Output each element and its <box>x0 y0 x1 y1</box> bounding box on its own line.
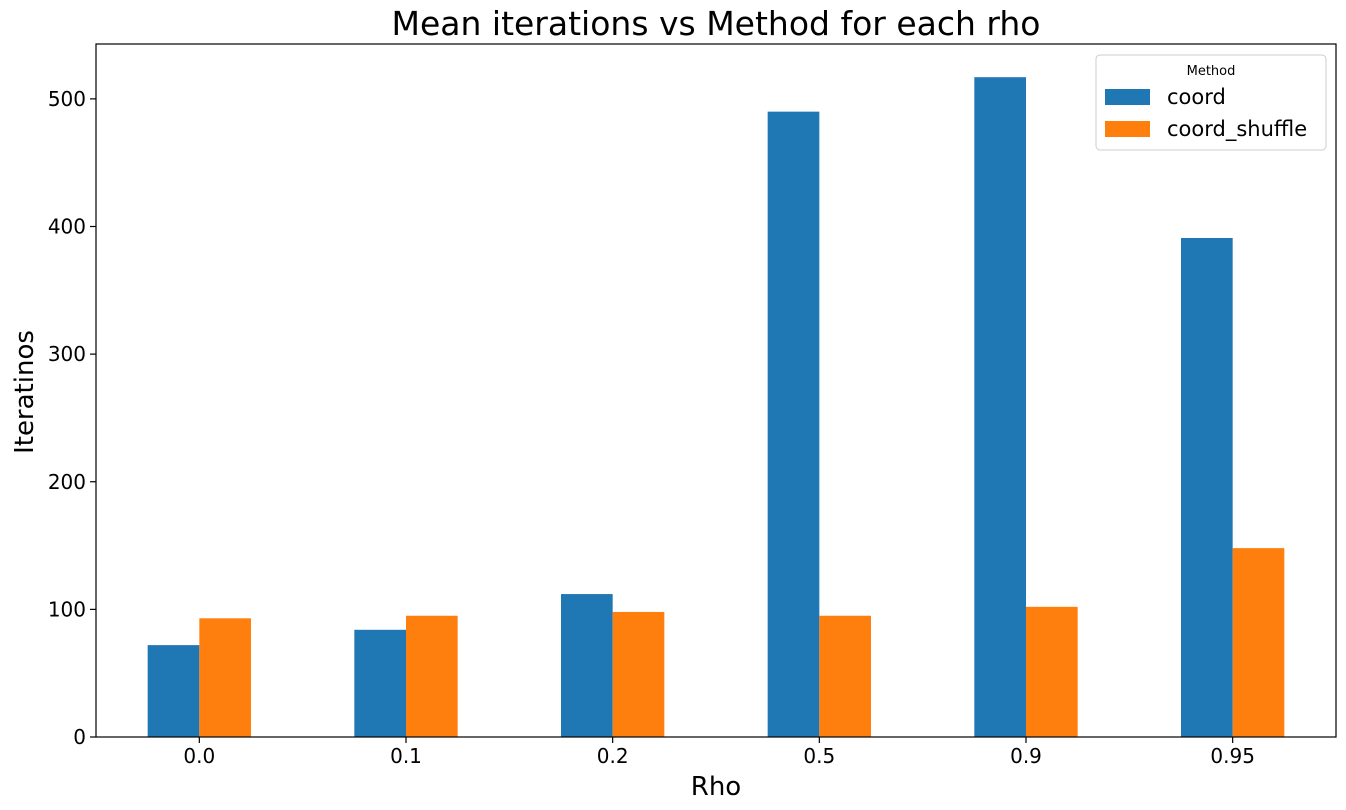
bar-coord-shuffle-0-95 <box>1232 548 1285 737</box>
x-tick-label: 0.2 <box>597 744 629 768</box>
y-axis-ticks: 0 100 200 300 400 500 <box>48 87 96 749</box>
bar-coord-shuffle-0-1 <box>406 615 458 737</box>
y-tick-label: 500 <box>48 87 86 111</box>
bar-coord-0-0 <box>147 645 200 737</box>
x-tick-label: 0.0 <box>183 744 215 768</box>
legend-swatch-coord <box>1105 89 1150 105</box>
y-tick-label: 200 <box>48 470 86 494</box>
y-tick-label: 300 <box>48 342 86 366</box>
x-axis-ticks: 0.0 0.1 0.2 0.5 0.9 0.95 <box>183 737 1255 768</box>
legend-label-coord-shuffle: coord_shuffle <box>1167 117 1307 142</box>
y-tick-label: 0 <box>73 725 86 749</box>
plot-frame <box>95 43 1337 738</box>
x-tick-label: 0.1 <box>390 744 422 768</box>
x-tick-label: 0.95 <box>1210 744 1255 768</box>
bar-coord-0-2 <box>561 594 613 737</box>
bar-coord-shuffle-0-0 <box>199 618 251 737</box>
legend-box <box>1095 54 1327 151</box>
bar-coord-0-5 <box>767 111 820 738</box>
bar-coord-0-1 <box>354 629 406 737</box>
legend-swatch-coord-shuffle <box>1105 121 1150 137</box>
x-axis-title: Rho <box>691 772 741 802</box>
legend: Method coord coord_shuffle <box>1095 54 1327 151</box>
y-axis-title: Iteratinos <box>10 330 40 454</box>
x-tick-label: 0.5 <box>803 744 835 768</box>
bar-coord-shuffle-0-9 <box>1026 606 1078 737</box>
legend-label-coord: coord <box>1167 85 1226 109</box>
legend-title: Method <box>1187 64 1236 79</box>
x-tick-label: 0.9 <box>1010 744 1042 768</box>
bar-coord-0-95 <box>1181 237 1233 737</box>
bar-coord-0-9 <box>974 77 1026 738</box>
bar-coord-shuffle-0-2 <box>612 611 665 737</box>
bar-coord-shuffle-0-5 <box>819 615 871 737</box>
chart-title: Mean iterations vs Method for each rho <box>392 4 1041 43</box>
legend-items: coord coord_shuffle <box>1105 85 1307 142</box>
y-tick-label: 400 <box>48 215 86 239</box>
y-tick-label: 100 <box>48 597 86 621</box>
bars <box>147 77 1285 738</box>
